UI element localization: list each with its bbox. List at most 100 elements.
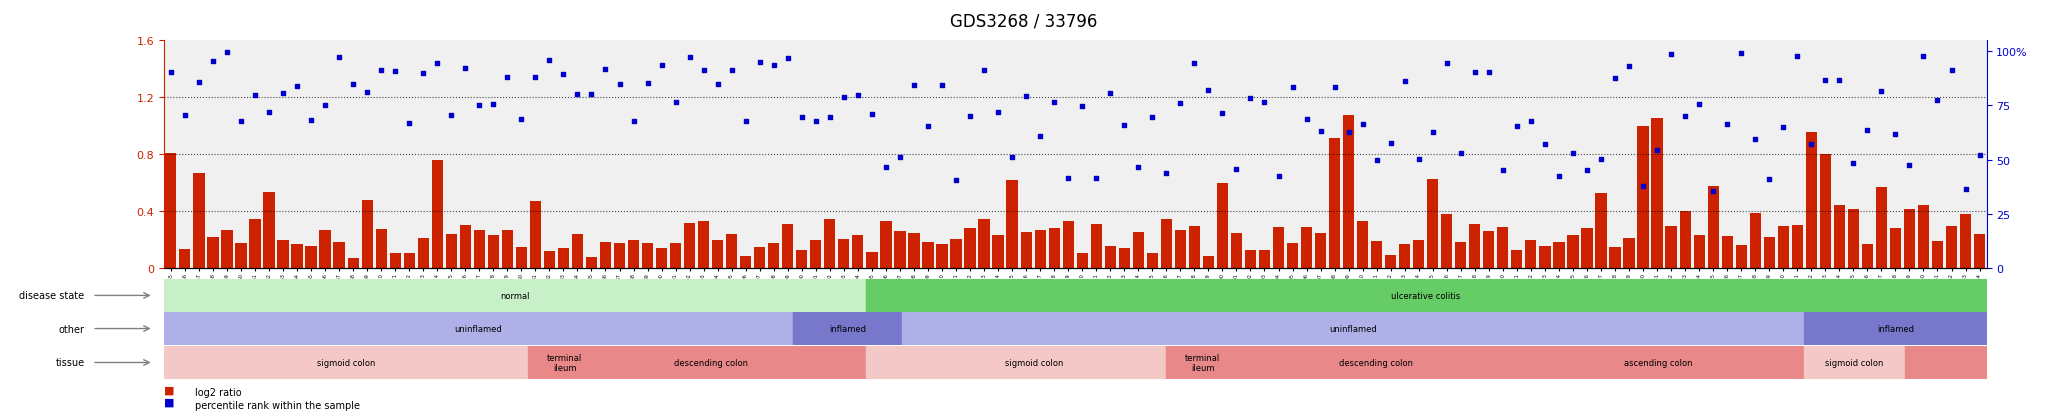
Bar [1638,127,1649,268]
Bar [602,347,819,379]
Bar [965,228,975,268]
Text: sigmoid colon: sigmoid colon [1006,358,1063,367]
Point [1640,147,1673,154]
Bar [1286,244,1298,268]
Point [926,83,958,89]
Bar [979,220,989,268]
Point [1108,122,1141,129]
Point [1655,52,1688,58]
Bar [1804,347,1905,379]
Point [1333,130,1366,136]
Text: sigmoid colon: sigmoid colon [317,358,375,367]
Bar [305,247,317,268]
Point [379,69,412,75]
Point [995,154,1028,161]
Bar [1202,256,1214,268]
Text: other: other [59,324,84,334]
Bar [866,252,877,268]
Point [1487,168,1520,174]
Bar [922,242,934,268]
Point [1192,87,1225,94]
Bar [1595,194,1606,268]
Bar [348,259,358,268]
Text: inflamed: inflamed [1876,324,1915,333]
Text: descending colon: descending colon [1339,358,1413,367]
Bar [1749,213,1761,268]
Point [1137,114,1169,121]
Point [688,68,721,74]
Bar [1847,209,1860,268]
Point [674,54,707,61]
Point [1163,101,1196,107]
Point [1753,176,1786,183]
Point [1626,183,1659,190]
Point [700,81,733,88]
Point [1346,121,1378,128]
Bar [571,235,584,268]
Bar [545,252,555,268]
Point [1065,103,1098,109]
Point [602,82,635,88]
Bar [1329,138,1339,268]
Point [238,92,270,99]
Point [336,81,369,88]
Bar [1161,219,1171,268]
Bar [600,243,610,268]
Text: GDS3268 / 33796: GDS3268 / 33796 [950,12,1098,30]
Text: terminal
ileum: terminal ileum [1186,353,1221,372]
Bar [823,219,836,268]
Bar [1708,186,1718,268]
Bar [221,231,233,268]
Bar [1483,232,1495,268]
Bar [1665,227,1677,268]
Bar [1540,247,1550,268]
Point [532,57,565,64]
Bar [1358,221,1368,268]
Bar [1778,227,1788,268]
Point [365,67,397,74]
Point [954,113,987,120]
Point [743,59,776,66]
Bar [164,347,528,379]
Point [1964,152,1997,159]
Bar [901,313,1804,345]
Point [1038,99,1071,106]
Point [182,79,215,85]
Bar [1399,244,1411,268]
Bar [1735,246,1747,268]
Bar [1511,251,1522,268]
Text: uninflamed: uninflamed [1329,324,1376,333]
Bar [530,202,541,268]
Bar [909,234,920,268]
Point [1444,150,1477,157]
Bar [1092,225,1102,268]
Point [1403,157,1436,163]
Point [1739,137,1772,143]
Point [1247,100,1280,107]
Text: normal: normal [500,291,530,300]
Point [449,65,481,72]
Bar [1497,228,1509,268]
Text: log2 ratio: log2 ratio [195,387,242,397]
Bar [1950,347,1987,379]
Bar [1552,242,1565,268]
Point [758,62,791,69]
Point [1319,85,1352,91]
Point [1683,101,1716,108]
Point [729,119,762,125]
Text: percentile rank within the sample: percentile rank within the sample [195,400,360,410]
Point [856,112,889,119]
Point [295,117,328,124]
Bar [557,249,569,268]
Point [1262,173,1294,179]
Point [813,114,846,121]
Bar [1946,226,1958,268]
Bar [1167,347,1239,379]
Point [252,109,285,116]
Bar [1833,205,1845,268]
Point [1571,167,1604,174]
Bar [901,347,1167,379]
Bar [1610,248,1620,268]
Bar [1694,235,1704,268]
Point [940,178,973,184]
